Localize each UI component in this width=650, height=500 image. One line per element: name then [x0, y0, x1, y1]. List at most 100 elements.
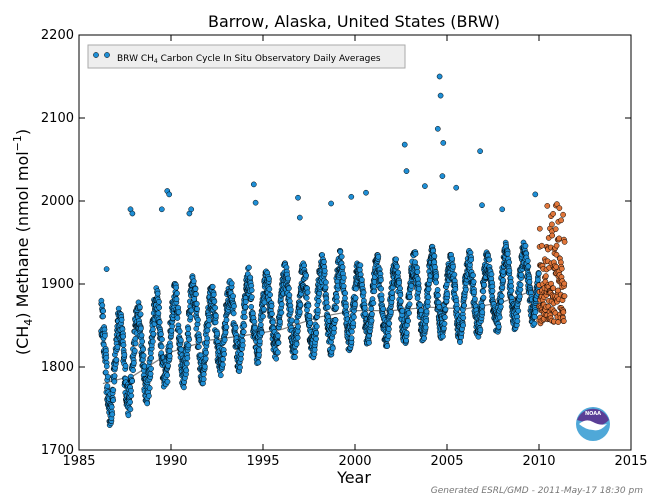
data-point [380, 306, 387, 312]
data-point-recent [561, 280, 568, 287]
y-tick-label: 1800 [41, 360, 74, 375]
data-point [498, 298, 505, 305]
data-point-recent [544, 203, 551, 209]
outlier-point [252, 199, 259, 206]
data-point [294, 334, 301, 341]
data-point [451, 271, 458, 278]
data-point [103, 363, 110, 370]
data-point [342, 290, 349, 297]
data-point-recent [558, 265, 565, 272]
data-point-recent [561, 239, 568, 245]
data-point [313, 330, 320, 336]
data-point [441, 320, 448, 327]
outlier-point [401, 141, 408, 148]
data-point [111, 378, 118, 385]
data-point [148, 365, 154, 372]
data-point [164, 378, 171, 385]
outlier-point [477, 148, 483, 155]
data-point [186, 336, 192, 343]
data-point [158, 343, 165, 350]
data-point [200, 371, 207, 378]
data-point [164, 372, 171, 379]
data-point [275, 349, 281, 356]
data-point [295, 323, 301, 330]
data-point [339, 264, 346, 271]
data-point [120, 342, 127, 348]
data-point [518, 272, 525, 278]
data-point [340, 283, 347, 290]
data-point [195, 343, 202, 350]
data-point [132, 340, 139, 347]
data-point [378, 285, 385, 292]
data-point [497, 303, 504, 310]
data-point [524, 257, 531, 264]
data-point [393, 256, 399, 263]
data-point [175, 309, 182, 316]
data-point [129, 378, 136, 384]
data-point [359, 276, 365, 283]
data-point [176, 328, 183, 335]
data-point [526, 279, 533, 285]
data-point [414, 269, 421, 275]
data-point [463, 286, 469, 293]
data-point [408, 282, 415, 289]
data-point [323, 299, 330, 306]
data-point [481, 281, 487, 288]
data-point [292, 348, 299, 355]
outlier-point [103, 266, 110, 272]
chart-title: Barrow, Alaska, United States (BRW) [208, 12, 500, 31]
data-point [173, 296, 180, 303]
data-point [522, 242, 529, 249]
data-point-recent [536, 225, 543, 232]
data-point [399, 307, 406, 314]
data-point [460, 314, 467, 321]
data-point [332, 317, 339, 323]
data-point [169, 323, 176, 330]
data-point [517, 286, 524, 293]
data-point [266, 286, 273, 292]
data-point [417, 302, 424, 308]
data-point [219, 361, 226, 368]
x-tick-label: 2015 [614, 454, 647, 469]
y-tick-label: 2000 [41, 194, 74, 209]
data-point [139, 338, 146, 345]
data-point [206, 317, 213, 324]
data-point [457, 339, 463, 345]
data-point [267, 291, 273, 298]
data-point-recent [549, 221, 555, 228]
data-point [394, 263, 400, 270]
data-point [423, 308, 430, 315]
outlier-point [158, 206, 165, 213]
data-point [204, 335, 211, 342]
data-point [403, 330, 410, 336]
data-point [333, 304, 340, 311]
footer-text: Generated ESRL/GMD - 2011-May-17 18:30 p… [431, 486, 643, 496]
data-point [103, 354, 110, 361]
data-point [231, 303, 237, 310]
data-point [266, 276, 272, 282]
data-point [293, 318, 300, 325]
data-point [405, 318, 411, 324]
data-point [185, 326, 192, 332]
data-point [397, 292, 404, 298]
data-point [397, 298, 404, 305]
data-point [286, 285, 292, 292]
data-point [146, 393, 152, 399]
data-point [252, 324, 258, 331]
data-point [488, 271, 495, 278]
outlier-point [434, 125, 441, 132]
data-point [395, 269, 402, 276]
data-point [166, 353, 173, 360]
outlier-point [403, 168, 410, 174]
data-point [210, 291, 217, 298]
data-point [435, 292, 441, 299]
data-point [100, 308, 107, 314]
outlier-point [328, 200, 334, 207]
data-point [460, 322, 466, 329]
data-point [340, 274, 347, 281]
data-point [315, 298, 322, 304]
x-axis-label: Year [336, 468, 371, 487]
data-point [286, 292, 293, 298]
data-point [385, 333, 392, 339]
